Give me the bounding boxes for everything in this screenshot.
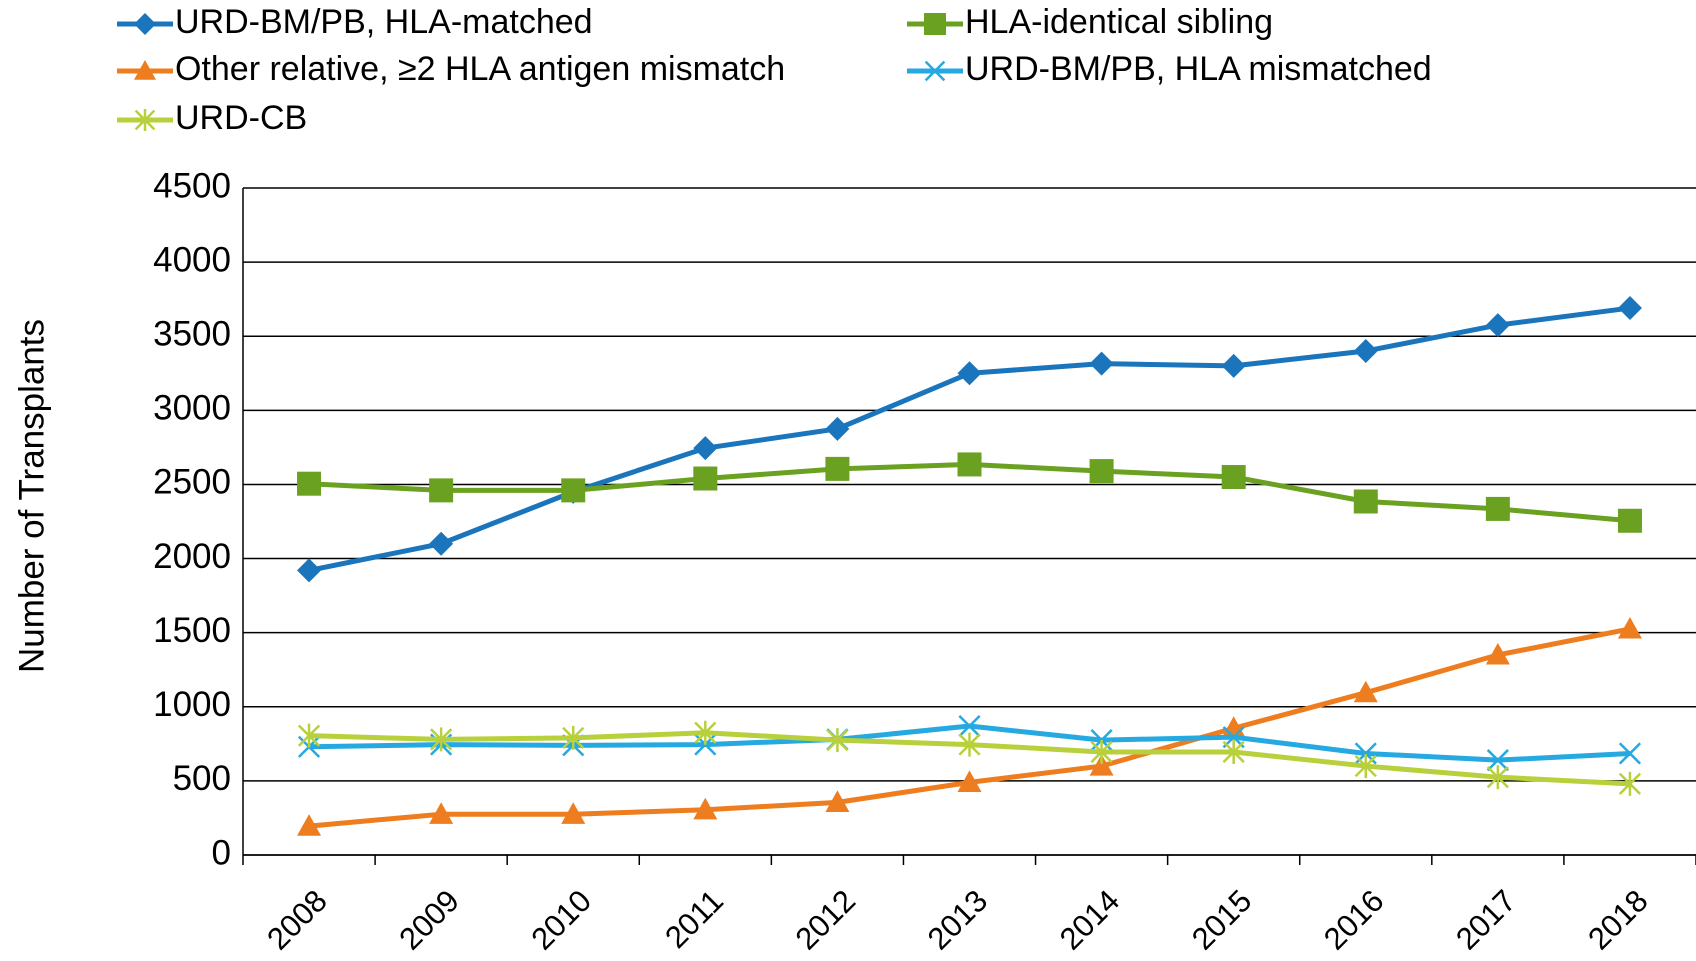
- marker: [693, 466, 718, 491]
- x-tick-label: 2017: [1449, 883, 1523, 957]
- marker: [1618, 742, 1642, 765]
- marker: [429, 802, 454, 824]
- y-tick-label: 1500: [153, 611, 231, 650]
- legend-label: URD-BM/PB, HLA mismatched: [965, 50, 1432, 88]
- marker: [826, 728, 849, 753]
- marker: [562, 725, 585, 750]
- legend-label: HLA-identical sibling: [965, 3, 1273, 41]
- marker: [561, 802, 586, 824]
- series-line: [308, 305, 1631, 573]
- marker: [1617, 616, 1642, 639]
- marker: [693, 436, 718, 461]
- marker: [693, 797, 718, 820]
- y-tick-label: 2500: [153, 463, 231, 502]
- x-tick-label: 2009: [392, 883, 466, 957]
- marker: [134, 13, 156, 35]
- x-tick-label: 2016: [1317, 883, 1391, 957]
- x-tick-label: 2010: [524, 883, 598, 957]
- marker: [134, 109, 156, 131]
- marker: [825, 790, 850, 812]
- marker: [957, 452, 982, 477]
- marker: [957, 361, 982, 386]
- marker: [1222, 739, 1245, 764]
- marker: [430, 727, 453, 752]
- x-tick-label: 2013: [921, 883, 995, 957]
- marker: [957, 770, 982, 792]
- legend-label: Other relative, ≥2 HLA antigen mismatch: [175, 50, 785, 88]
- marker: [1617, 508, 1642, 533]
- marker: [1353, 339, 1378, 364]
- marker: [429, 531, 454, 556]
- marker: [297, 558, 322, 583]
- marker: [924, 13, 946, 35]
- marker: [1486, 749, 1509, 772]
- marker: [297, 814, 322, 836]
- marker: [297, 723, 321, 748]
- marker: [1221, 353, 1246, 378]
- marker: [429, 478, 454, 503]
- x-tick-label: 2008: [260, 883, 334, 957]
- x-tick-label: 2014: [1053, 883, 1127, 957]
- marker: [1354, 754, 1377, 779]
- marker: [297, 471, 322, 496]
- marker: [958, 732, 981, 757]
- marker: [1090, 739, 1113, 764]
- marker: [1618, 771, 1642, 796]
- marker: [1486, 765, 1509, 790]
- legend-label: URD-BM/PB, HLA-matched: [175, 3, 593, 41]
- marker: [1485, 642, 1510, 665]
- marker: [561, 478, 586, 503]
- marker: [924, 60, 946, 82]
- marker: [134, 60, 156, 80]
- marker: [1089, 459, 1114, 484]
- y-tick-label: 4500: [153, 166, 231, 205]
- x-tick-label: 2011: [658, 883, 730, 955]
- marker: [1221, 465, 1246, 490]
- marker: [1485, 313, 1510, 338]
- marker: [1617, 296, 1642, 321]
- y-tick-label: 500: [173, 759, 231, 798]
- y-tick-label: 3000: [153, 389, 231, 428]
- marker: [958, 714, 981, 738]
- marker: [1353, 680, 1378, 703]
- y-tick-label: 1000: [153, 685, 231, 724]
- y-axis-label: Number of Transplants: [12, 319, 51, 673]
- x-tick-label: 2018: [1581, 883, 1655, 957]
- y-tick-label: 3500: [153, 314, 231, 353]
- marker: [1485, 496, 1510, 521]
- marker: [1089, 351, 1114, 376]
- marker: [825, 456, 850, 481]
- legend-label: URD-CB: [175, 99, 307, 137]
- marker: [694, 720, 717, 745]
- y-tick-label: 2000: [153, 537, 231, 576]
- marker: [1089, 754, 1114, 776]
- x-tick-label: 2012: [789, 883, 863, 957]
- y-tick-label: 0: [212, 833, 231, 872]
- x-tick-label: 2015: [1185, 883, 1259, 957]
- marker: [825, 416, 850, 441]
- y-tick-label: 4000: [153, 240, 231, 279]
- marker: [1353, 489, 1378, 514]
